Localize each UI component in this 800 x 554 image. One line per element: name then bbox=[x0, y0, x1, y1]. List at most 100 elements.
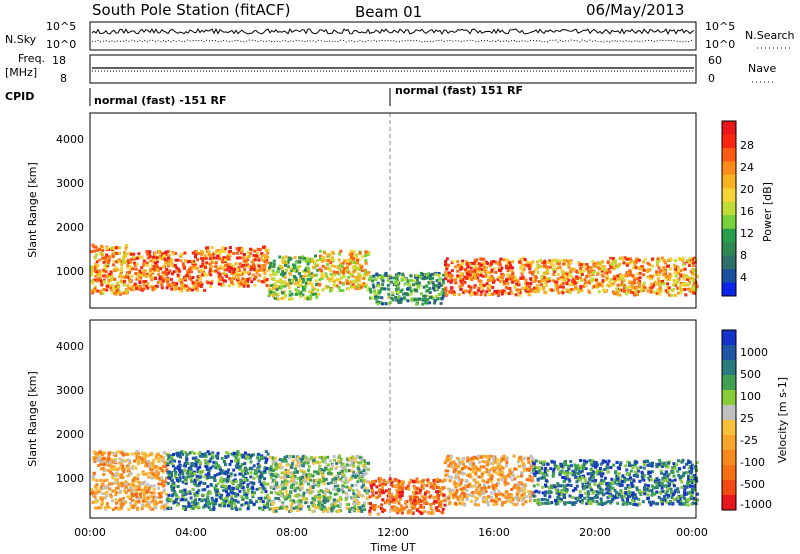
velocity-band-1-cell bbox=[201, 469, 205, 473]
velocity-band-0-cell bbox=[141, 451, 144, 455]
velocity-band-0-cell bbox=[100, 460, 104, 464]
power-band-0-cell bbox=[105, 284, 109, 288]
power-band-7-cell bbox=[584, 265, 588, 269]
power-band-5-cell bbox=[422, 298, 426, 302]
power-cbar-tick-8: 8 bbox=[740, 249, 747, 262]
power-band-6-cell bbox=[497, 266, 501, 270]
velocity-band-3-cell bbox=[378, 493, 382, 497]
velocity-band-1-cell bbox=[170, 474, 173, 477]
power-band-5-cell bbox=[377, 295, 381, 299]
velocity-band-1-cell bbox=[227, 474, 230, 478]
velocity-band-0-cell bbox=[123, 489, 126, 493]
power-band-1-cell bbox=[165, 268, 169, 271]
power-band-5-cell bbox=[426, 294, 430, 298]
velocity-band-0-cell bbox=[155, 502, 159, 506]
power-band-3-cell bbox=[316, 259, 319, 263]
power-band-1-cell bbox=[145, 274, 149, 278]
velocity-band-3-cell bbox=[398, 488, 402, 492]
power-band-1-cell bbox=[160, 286, 164, 290]
power-band-6-cell bbox=[459, 287, 463, 291]
power-band-8-cell bbox=[634, 277, 638, 281]
velocity-band-1-cell bbox=[201, 493, 205, 497]
velocity-band-0-cell bbox=[136, 458, 140, 462]
power-band-7-cell bbox=[534, 267, 538, 271]
power-band-1-cell bbox=[194, 285, 198, 289]
velocity-band-2-cell bbox=[320, 478, 324, 482]
velocity-band-0-cell bbox=[135, 450, 139, 453]
velocity-band-2-cell bbox=[276, 485, 280, 489]
velocity-band-0-cell bbox=[133, 459, 136, 463]
power-band-6-cell bbox=[519, 277, 523, 280]
velocity-band-2-cell bbox=[348, 463, 352, 467]
power-band-3-cell bbox=[273, 296, 277, 300]
velocity-band-3-cell bbox=[409, 498, 413, 502]
velocity-band-1-cell bbox=[198, 454, 202, 458]
velocity-band-1-cell bbox=[180, 450, 184, 454]
power-band-1-cell bbox=[146, 282, 150, 286]
power-band-7-cell bbox=[537, 280, 541, 283]
velocity-band-0-cell bbox=[160, 491, 164, 495]
power-band-6-cell bbox=[459, 266, 463, 270]
power-band-0-cell bbox=[90, 273, 94, 277]
power-band-2-cell bbox=[223, 264, 227, 267]
power-band-1-cell bbox=[148, 271, 152, 275]
velocity-band-0-cell bbox=[121, 453, 125, 457]
velocity-band-4-cell bbox=[496, 462, 500, 466]
velocity-band-1-cell bbox=[194, 463, 198, 467]
power-band-1-cell bbox=[164, 261, 167, 264]
power-band-3-cell bbox=[304, 281, 308, 285]
velocity-band-0-cell bbox=[98, 450, 102, 454]
power-band-7-cell bbox=[588, 291, 592, 294]
velocity-band-1-cell bbox=[181, 507, 185, 511]
velocity-band-1-cell bbox=[207, 499, 211, 503]
power-band-7-cell bbox=[576, 277, 580, 281]
power-band-6-cell bbox=[521, 286, 525, 290]
power-band-8-cell bbox=[638, 282, 642, 286]
power-band-5-cell bbox=[429, 273, 433, 277]
velocity-band-1-cell bbox=[212, 506, 216, 510]
power-band-7-cell bbox=[562, 262, 566, 266]
velocity-band-1-cell bbox=[238, 507, 242, 511]
velocity-band-1-cell bbox=[236, 462, 240, 466]
velocity-band-4-cell bbox=[513, 477, 517, 481]
power-band-1-cell bbox=[190, 270, 193, 274]
velocity-band-2-cell bbox=[275, 491, 279, 495]
power-band-6-cell bbox=[460, 263, 463, 267]
power-band-8-cell bbox=[681, 259, 685, 262]
velocity-band-2-cell bbox=[353, 495, 357, 499]
velocity-band-2-cell bbox=[322, 468, 326, 472]
power-band-6-cell bbox=[514, 280, 518, 284]
power-band-6-cell bbox=[450, 291, 454, 295]
power-band-2-cell bbox=[208, 262, 212, 266]
velocity-band-1-cell bbox=[252, 502, 256, 506]
velocity-band-4-cell bbox=[529, 463, 533, 467]
power-band-8-cell bbox=[687, 282, 691, 285]
velocity-band-4-cell bbox=[494, 486, 498, 490]
power-band-1-cell bbox=[155, 267, 159, 271]
power-band-8-cell bbox=[619, 289, 623, 292]
power-cbar-tick-12: 12 bbox=[740, 227, 754, 240]
power-band-7-cell bbox=[560, 268, 564, 272]
power-band-3-cell bbox=[283, 281, 287, 285]
power-band-6-cell bbox=[531, 260, 535, 264]
power-band-4-cell bbox=[341, 261, 345, 265]
power-band-8-cell bbox=[618, 257, 622, 260]
velocity-band-0-cell bbox=[136, 451, 140, 455]
power-band-3-cell bbox=[272, 259, 276, 263]
power-band-6-cell bbox=[466, 264, 470, 268]
velocity-band-1-cell bbox=[209, 457, 213, 461]
power-band-3-cell bbox=[267, 284, 271, 288]
power-band-8-cell bbox=[666, 291, 670, 295]
velocity-band-2-cell bbox=[313, 498, 317, 502]
velocity-band-1-cell bbox=[206, 475, 210, 479]
velocity-band-1-cell bbox=[244, 469, 248, 473]
power-band-8-cell bbox=[639, 289, 643, 293]
velocity-band-1-cell bbox=[263, 468, 267, 472]
power-band-8-cell bbox=[682, 277, 686, 281]
velocity-band-3-cell bbox=[429, 507, 433, 511]
velocity-band-0-cell bbox=[114, 478, 118, 482]
power-band-6-cell bbox=[508, 274, 512, 278]
power-band-5-cell bbox=[428, 291, 432, 294]
velocity-band-2-cell bbox=[280, 491, 284, 495]
velocity-band-1-cell bbox=[256, 456, 260, 460]
